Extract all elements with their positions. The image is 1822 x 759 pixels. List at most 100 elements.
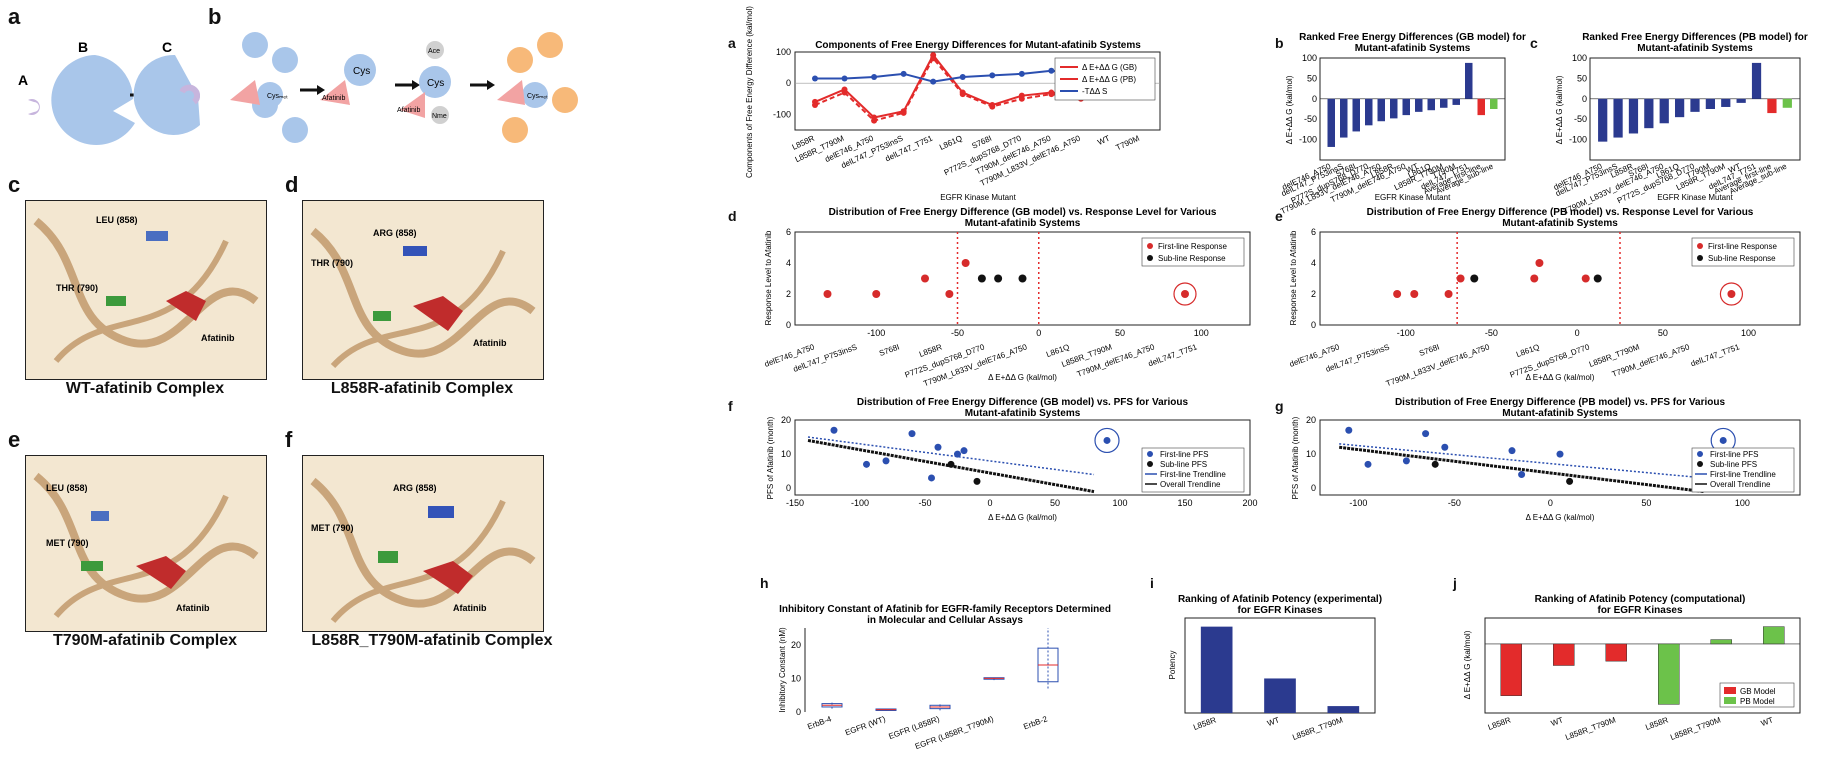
series-point-a — [841, 89, 848, 96]
plot-frame-c — [1589, 57, 1801, 161]
res2-label-e: MET (790) — [46, 538, 89, 548]
y-tick-h: 20 — [791, 640, 801, 650]
drug-label-d: Afatinib — [473, 338, 507, 348]
caption-e: T790M-afatinib Complex — [52, 632, 238, 649]
point-label-e: delL747_T751 — [1690, 342, 1742, 368]
sub-line-point-e — [1470, 274, 1479, 283]
legend-label-a: -TΔΔ S — [1082, 87, 1107, 96]
res2-label-d: THR (790) — [311, 258, 353, 268]
y-tick-d: 2 — [786, 289, 791, 299]
y-tick-c: 100 — [1572, 53, 1587, 63]
arrow-2-head — [412, 80, 420, 90]
y-tick-e: 4 — [1311, 258, 1316, 268]
x-tick-f: 200 — [1242, 498, 1257, 508]
y-axis-label-j: Δ E+ΔΔ G (kal/mol) — [1463, 630, 1472, 699]
label-C: C — [162, 39, 172, 55]
first-line-point-g — [1345, 426, 1353, 434]
l858r-t790m-afatinib-render: ARG (858) MET (790) Afatinib — [302, 455, 544, 632]
series-point-a — [1048, 67, 1055, 74]
first-line-point-g — [1422, 430, 1430, 438]
legend-swatch-j — [1724, 687, 1736, 694]
sub-line-point-d — [977, 274, 986, 283]
x-tick-g: 50 — [1641, 498, 1651, 508]
drug-label-f: Afatinib — [453, 603, 487, 613]
y-tick-b: -50 — [1304, 114, 1317, 124]
first-line-point-g — [1719, 436, 1727, 444]
plot-frame-f — [794, 419, 1251, 496]
label-B: B — [78, 39, 88, 55]
legend-swatch-j — [1724, 697, 1736, 704]
nme-circle — [431, 106, 449, 124]
first-line-point-f — [908, 430, 916, 438]
reaction-schematic: Cysₘₑₜ Afatinib Cys Ace Cys Nme Afatinib… — [230, 32, 578, 143]
res1-label-e: LEU (858) — [46, 483, 88, 493]
bar-j — [1500, 643, 1522, 696]
chart-title-j: for EGFR Kinases — [1597, 605, 1682, 616]
legend-swatch-f — [1147, 451, 1153, 457]
cys-met-label-2: Cysₘₑₜ — [527, 93, 548, 100]
series-point-a — [930, 55, 937, 62]
x-tick-e: 0 — [1575, 328, 1580, 338]
y-tick-a: 0 — [786, 78, 791, 88]
point-label-d: L861Q — [1045, 342, 1071, 359]
first-line-point-g — [1518, 471, 1526, 479]
chart-label-b: b — [1275, 35, 1284, 51]
bound-ligand — [179, 84, 200, 105]
y-tick-f: 10 — [781, 449, 791, 459]
afatinib-triangle-2 — [320, 80, 350, 105]
chart-label-a: a — [728, 35, 736, 51]
res1-label-f: ARG (858) — [393, 483, 437, 493]
first-line-point-e — [1535, 259, 1544, 267]
chart-title-d: Mutant-afatinib Systems — [965, 218, 1081, 229]
series-point-a — [930, 78, 937, 85]
x-tick-h: ErbB-4 — [806, 714, 833, 731]
series-point-a — [871, 73, 878, 80]
y-tick-a: -100 — [773, 109, 791, 119]
chart-title-i: Ranking of Afatinib Potency (experimenta… — [1178, 594, 1382, 605]
panel-label-b: b — [208, 4, 222, 29]
x-axis-label-e: Δ E+ΔΔ G (kal/mol) — [1526, 373, 1595, 382]
panel-label-e: e — [8, 427, 21, 452]
first-line-point-e — [1581, 274, 1590, 283]
point-label-e: L861Q — [1515, 342, 1541, 359]
res2-label-c: THR (790) — [56, 283, 98, 293]
outlier-ring-e — [1719, 282, 1744, 306]
x-axis-label-c: EGFR Kinase Mutant — [1657, 193, 1733, 202]
first-line-point-e — [1530, 274, 1539, 283]
y-tick-a: 100 — [776, 47, 791, 57]
x-tick-j: L858R_T790M — [1564, 715, 1617, 742]
plot-frame-d — [794, 231, 1251, 326]
bar-i — [1327, 706, 1360, 713]
plot-frame-a — [794, 51, 1161, 131]
chart-title-g: Mutant-afatinib Systems — [1502, 408, 1618, 419]
chart-label-c: c — [1530, 35, 1538, 51]
y-tick-h: 0 — [796, 707, 801, 717]
y-tick-c: 0 — [1582, 94, 1587, 104]
protein-chain-2 — [502, 32, 578, 143]
wt-afatinib-render: LEU (858) THR (790) Afatinib — [25, 200, 267, 380]
bar-c — [1751, 62, 1762, 99]
first-line-point-e — [1444, 290, 1453, 298]
first-line-point-d — [945, 290, 954, 298]
x-tick-i: L858R_T790M — [1291, 715, 1344, 742]
bar-b — [1352, 98, 1360, 132]
bar-i — [1264, 678, 1296, 713]
bar-c — [1659, 98, 1669, 124]
bar-j — [1605, 643, 1627, 662]
first-line-point-d — [872, 290, 881, 298]
legend-box-d — [1141, 237, 1245, 267]
y-axis-label-f: PFS of Afatinib (month) — [766, 416, 775, 499]
bar-c — [1675, 98, 1685, 118]
caption-d: L858R-afatinib Complex — [330, 380, 514, 397]
legend-label-f: Overall Trendline — [1160, 480, 1221, 489]
first-line-point-g — [1402, 457, 1410, 465]
y-tick-e: 2 — [1311, 289, 1316, 299]
x-tick-f: 100 — [1112, 498, 1127, 508]
y-tick-c: -50 — [1574, 114, 1587, 124]
ace-circle — [426, 41, 444, 59]
bar-c — [1767, 98, 1777, 114]
panel-label-a: a — [8, 4, 21, 29]
y-tick-g: 20 — [1306, 415, 1316, 425]
bar-j — [1763, 626, 1785, 645]
y-tick-e: 6 — [1311, 227, 1316, 237]
